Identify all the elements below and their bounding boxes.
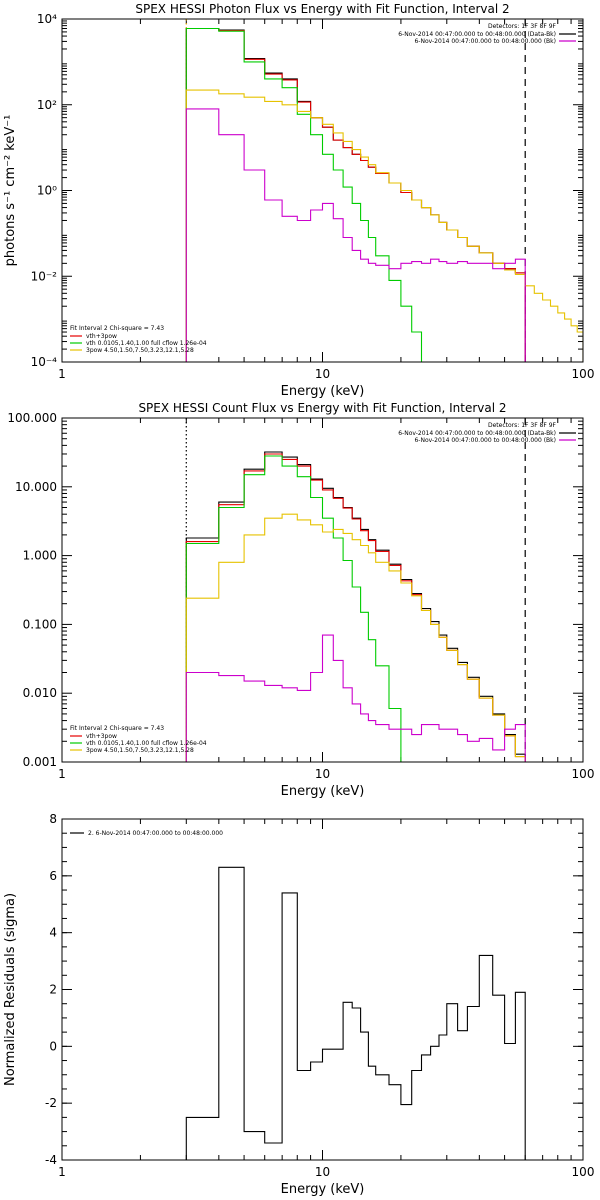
y-tick-label: 10²: [37, 98, 57, 112]
series-line-0: [185, 451, 526, 762]
fit-legend-header: Fit Interval 2 Chi-square = 7.43: [70, 725, 164, 732]
series-line-4: [185, 108, 526, 362]
legend-entry-label: 3pow 4.50,1.50,7.50,3.23,12.1,5.28: [86, 347, 194, 354]
plot-frame: [61, 417, 584, 763]
legend-entry-label: 3pow 4.50,1.50,7.50,3.23,12.1,5.28: [86, 747, 194, 754]
x-tick-label: 10: [315, 367, 330, 381]
legend-header: Detectors: 1F 3F 8F 9F: [488, 422, 557, 429]
series-line-3: [185, 513, 526, 762]
chart-title: SPEX HESSI Count Flux vs Energy with Fit…: [138, 401, 506, 415]
x-axis-label: Energy (keV): [281, 1182, 365, 1197]
y-tick-label: 0.010: [23, 686, 57, 700]
x-tick-label: 1: [58, 767, 66, 781]
plot-frame: [61, 18, 584, 363]
legend-entry-label: 6-Nov-2014 00:47:00.000 to 00:48:00.000 …: [414, 38, 556, 45]
legend-header: Detectors: 1F 3F 8F 9F: [488, 23, 557, 30]
x-tick-label: 100: [572, 767, 595, 781]
legend-entry-label: vth 0.0105,1.40,1.00 full cflow 1.26e-04: [86, 340, 207, 347]
x-tick-label: 100: [572, 367, 595, 381]
x-tick-label: 10: [315, 767, 330, 781]
residuals-panel: 1 10 100 -4 -2 0 2 4 6 8 Energy (keV) Normalized Re…: [3, 812, 594, 1197]
y-tick-label: 0.100: [23, 617, 57, 631]
y-axis-label: photons s⁻¹ cm⁻² keV⁻¹: [3, 115, 18, 267]
y-tick-label: 8: [49, 812, 57, 826]
legend-entry-label: vth 0.0105,1.40,1.00 full cflow 1.26e-04: [86, 740, 207, 747]
series-line-1: [185, 27, 526, 362]
y-tick-label: 10⁴: [37, 12, 57, 26]
y-tick-label: 0.001: [23, 755, 57, 769]
photon-flux-panel: SPEX HESSI Photon Flux vs Energy with Fi…: [3, 2, 594, 399]
series-line-0: [185, 27, 526, 362]
series-line-4: [185, 634, 526, 762]
y-tick-label: 2: [49, 983, 57, 997]
y-axis-label: Normalized Residuals (sigma): [3, 893, 18, 1086]
x-tick-label: 10: [315, 1165, 330, 1179]
y-tick-label: 4: [49, 926, 57, 940]
legend-entry-label: vth+3pow: [86, 333, 117, 340]
series-line-0: [185, 866, 526, 1160]
chart-title: SPEX HESSI Photon Flux vs Energy with Fi…: [135, 2, 509, 16]
x-axis-label: Energy (keV): [281, 384, 365, 399]
count-flux-panel: SPEX HESSI Count Flux vs Energy with Fit…: [7, 401, 594, 799]
plot-frame: [61, 818, 584, 1161]
y-tick-label: 10⁻²: [31, 269, 58, 283]
x-tick-label: 1: [58, 367, 66, 381]
legend-entry-label: 6-Nov-2014 00:47:00.000 to 00:48:00.000 …: [414, 437, 556, 444]
y-tick-label: -4: [45, 1153, 57, 1167]
legend-entry-label: vth+3pow: [86, 733, 117, 740]
series-line-2: [185, 27, 431, 362]
y-tick-label: 6: [49, 869, 57, 883]
x-tick-label: 100: [572, 1165, 595, 1179]
y-tick-label: 1.000: [23, 549, 57, 563]
series-line-1: [185, 453, 526, 762]
series-line-3: [185, 89, 583, 362]
y-tick-label: 100.000: [7, 411, 57, 425]
y-tick-label: 10⁰: [37, 184, 57, 198]
fit-legend-header: Fit Interval 2 Chi-square = 7.43: [70, 325, 164, 332]
x-tick-label: 1: [58, 1165, 66, 1179]
x-axis-label: Energy (keV): [281, 784, 365, 799]
y-tick-label: -2: [45, 1096, 57, 1110]
y-tick-label: 10⁻⁴: [31, 355, 58, 369]
y-tick-label: 0: [49, 1039, 57, 1053]
legend-entry-label: 6-Nov-2014 00:47:00.000 to 00:48:00.000 …: [398, 31, 556, 38]
y-tick-label: 10.000: [15, 480, 57, 494]
series-line-2: [185, 455, 402, 762]
legend-entry-label: 2. 6-Nov-2014 00:47:00.000 to 00:48:00.0…: [88, 830, 223, 837]
legend-entry-label: 6-Nov-2014 00:47:00.000 to 00:48:00.000 …: [398, 430, 556, 437]
